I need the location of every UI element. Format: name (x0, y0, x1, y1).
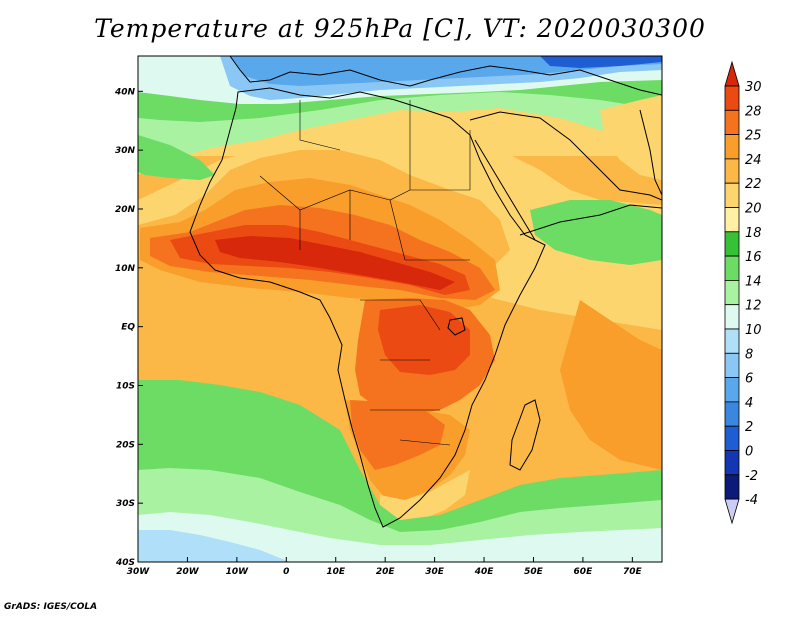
lake-victoria (447, 317, 466, 336)
colorbar-label: 12 (745, 299, 762, 314)
red-sea (474, 139, 536, 241)
lon-tick-label: 20E (376, 567, 396, 577)
lon-tick-label: 60E (574, 567, 594, 577)
field-south-20 (380, 470, 470, 525)
border-lines (259, 100, 471, 446)
colorbar-label: 22 (745, 177, 762, 192)
colorbar-label: 10 (745, 323, 762, 338)
colorbar-bottom-arrow (724, 498, 740, 525)
lon-tick-label: 20W (176, 567, 200, 577)
colorbar-label: 6 (745, 372, 753, 387)
colorbar-label: 25 (745, 129, 762, 144)
colorbar-swatch (724, 231, 740, 257)
lon-tick-label: 0 (283, 567, 289, 577)
lon-tick-label: 30W (127, 567, 151, 577)
colorbar-swatch (724, 377, 740, 403)
colorbar-swatch (724, 134, 740, 160)
lon-tick-label: 10W (226, 567, 250, 577)
field-arabia-green (530, 200, 662, 265)
colorbar-label: -2 (745, 469, 758, 484)
europe-coastline (229, 56, 662, 96)
colorbar-swatch (724, 352, 740, 378)
field-south-ocean-blue (138, 530, 290, 562)
plot-title: Temperature at 925hPa [C], VT: 202003030… (94, 14, 706, 43)
coastlines (189, 56, 662, 528)
colorbar-label: 14 (745, 274, 762, 289)
lon-axis: 30W 20W 10W 0 10E 20E 30E 40E 50E 60E 70E (127, 557, 643, 577)
lat-tick-label: 10S (116, 381, 135, 391)
lon-tick-label: 30E (425, 567, 445, 577)
colorbar-swatch (724, 474, 740, 500)
africa-coastline (189, 87, 546, 528)
grads-credit: GrADS: IGES/COLA (4, 602, 98, 612)
lat-tick-label: 30N (115, 146, 136, 156)
colorbar-label: 20 (745, 202, 762, 217)
field-atlantic-green (138, 135, 215, 180)
colorbar-label: 16 (745, 250, 762, 265)
lon-tick-label: 40E (474, 567, 495, 577)
field-south-28 (350, 400, 445, 470)
colorbar-label: 30 (745, 80, 762, 95)
lat-tick-label: EQ (121, 323, 135, 333)
colorbar-swatch (724, 182, 740, 208)
colorbar-label: 28 (745, 104, 762, 119)
colorbar-top-arrow (724, 60, 740, 87)
field-central-30 (378, 305, 470, 375)
colorbar-label: 24 (745, 153, 762, 168)
colorbar-swatch (724, 109, 740, 136)
lat-tick-label: 10N (115, 264, 136, 274)
colorbar-swatch (724, 255, 740, 281)
colorbar-label: 4 (745, 396, 753, 411)
arabia-coastline (469, 111, 662, 236)
field-india-coolish (600, 95, 662, 180)
madagascar-coastline (509, 399, 541, 471)
lat-tick-label: 20S (116, 440, 135, 450)
field-indian-ocean-25 (560, 300, 662, 470)
lon-tick-label: 70E (623, 567, 643, 577)
borders (259, 100, 471, 446)
field-sahel-hot (215, 236, 455, 290)
field-south-ocean-pale (138, 512, 662, 562)
colorbar-swatch (724, 207, 740, 233)
lat-tick-label: 30S (116, 499, 135, 509)
colorbar-swatch (724, 279, 740, 306)
colorbar-swatch (724, 85, 740, 111)
colorbar-swatch (724, 304, 740, 330)
field-north-deepblue (540, 56, 662, 68)
colorbar-label: 0 (745, 445, 753, 460)
colorbar-swatch (724, 425, 740, 451)
lon-tick-label: 50E (524, 567, 544, 577)
colorbar-label: 2 (745, 420, 753, 435)
colorbar-swatch (724, 158, 740, 184)
colorbar-swatch (724, 450, 740, 476)
lat-tick-label: 40S (115, 558, 135, 568)
india-coast (639, 109, 662, 196)
colorbar-swatch (724, 328, 740, 354)
lat-tick-label: 20N (115, 205, 136, 215)
lat-axis: 40N 30N 20N 10N EQ 10S 20S 30S 40S (114, 87, 143, 568)
colorbar-label: -4 (745, 493, 758, 508)
colorbar-label: 8 (745, 347, 753, 362)
temperature-field (138, 56, 662, 562)
lat-tick-label: 40N (114, 87, 136, 97)
colorbar-label: 18 (745, 226, 762, 241)
colorbar-swatch (724, 401, 740, 427)
lon-tick-label: 10E (326, 567, 346, 577)
map-frame (137, 55, 663, 563)
